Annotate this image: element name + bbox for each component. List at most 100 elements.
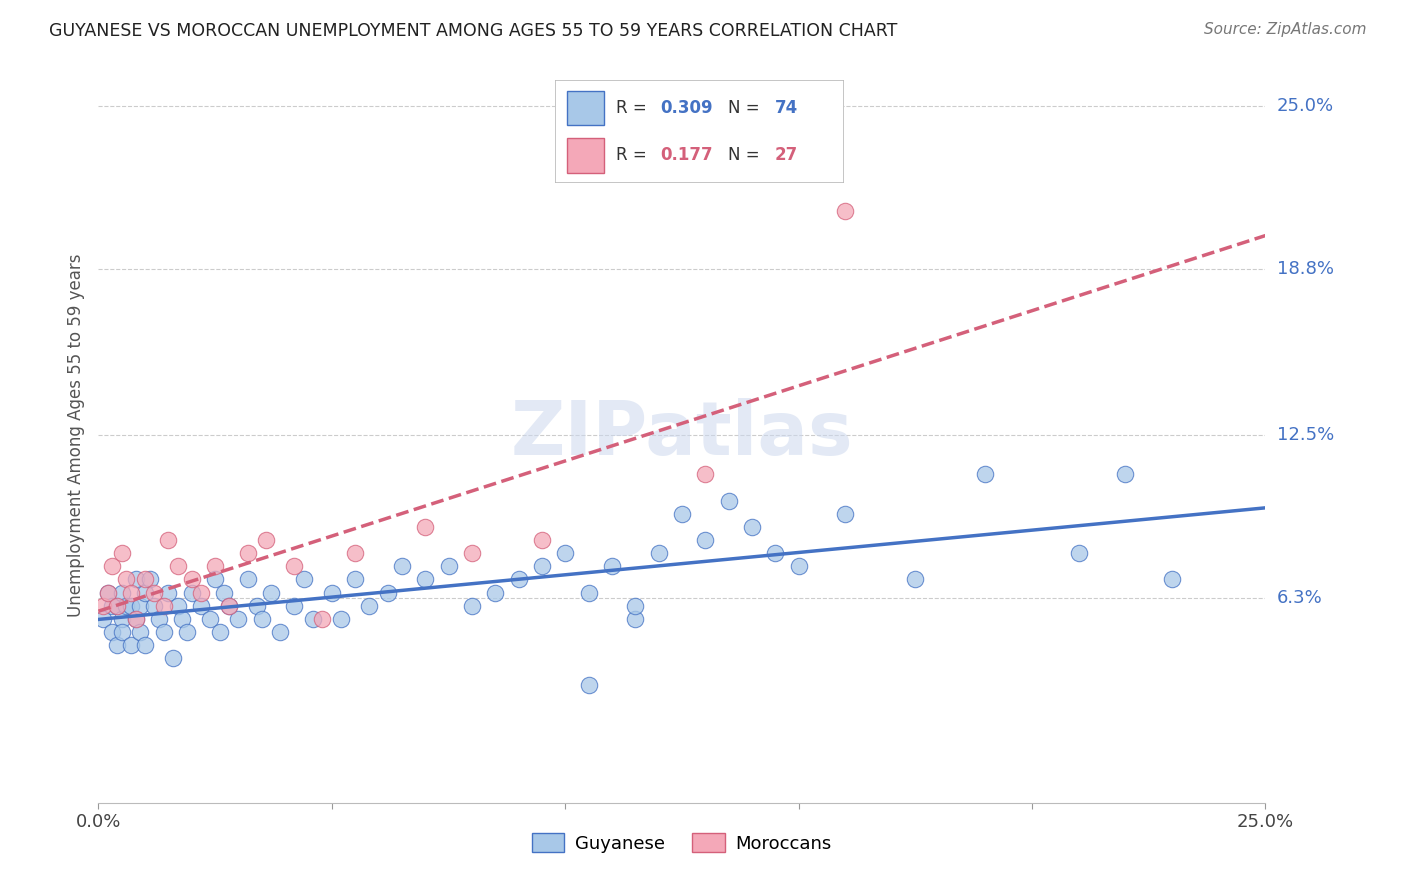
Point (741, 520, 763, 534)
Point (508, 573, 530, 587)
Point (246, 599, 269, 613)
Point (437, 559, 460, 574)
Point (250, 612, 273, 626)
Text: ZIPatlas: ZIPatlas (510, 399, 853, 471)
Text: Source: ZipAtlas.com: Source: ZipAtlas.com (1204, 22, 1367, 37)
Point (413, 520, 436, 534)
Point (1067, 546, 1090, 560)
Point (578, 585, 600, 599)
Text: GUYANESE VS MOROCCAN UNEMPLOYMENT AMONG AGES 55 TO 59 YEARS CORRELATION CHART: GUYANESE VS MOROCCAN UNEMPLOYMENT AMONG … (49, 22, 897, 40)
Text: N =: N = (728, 99, 765, 117)
Point (554, 546, 576, 560)
Point (530, 559, 553, 574)
Point (311, 612, 333, 626)
Legend: Guyanese, Moroccans: Guyanese, Moroccans (524, 826, 839, 860)
Point (413, 573, 436, 587)
Point (283, 599, 305, 613)
Point (578, 677, 600, 691)
Point (763, 546, 786, 560)
Point (125, 573, 148, 587)
Text: 27: 27 (775, 146, 797, 164)
Text: 6.3%: 6.3% (1277, 589, 1322, 607)
Point (787, 559, 810, 574)
Point (120, 599, 142, 613)
Point (671, 507, 693, 521)
Point (139, 573, 162, 587)
Point (228, 612, 250, 626)
Point (111, 585, 134, 599)
Text: 18.8%: 18.8% (1277, 260, 1333, 278)
Point (152, 599, 174, 613)
Point (204, 559, 226, 574)
Point (461, 599, 484, 613)
Point (115, 573, 138, 587)
Point (624, 612, 647, 626)
Point (105, 638, 128, 652)
Point (256, 533, 278, 547)
Text: R =: R = (616, 146, 652, 164)
Point (180, 585, 202, 599)
Point (214, 585, 236, 599)
Point (180, 573, 202, 587)
Point (208, 624, 231, 639)
Point (152, 624, 174, 639)
Point (125, 612, 148, 626)
Point (120, 638, 142, 652)
Point (111, 612, 134, 626)
Point (134, 573, 156, 587)
Point (344, 546, 367, 560)
Point (600, 559, 623, 574)
Point (134, 638, 156, 652)
Point (904, 573, 927, 587)
Point (157, 533, 180, 547)
Point (377, 585, 399, 599)
Point (302, 612, 325, 626)
Point (134, 585, 156, 599)
Point (166, 559, 188, 574)
Point (97, 585, 120, 599)
Point (143, 599, 166, 613)
Text: N =: N = (728, 146, 765, 164)
Point (204, 573, 226, 587)
Point (359, 599, 381, 613)
Point (834, 507, 856, 521)
Point (461, 546, 484, 560)
Point (717, 493, 740, 508)
Point (162, 651, 184, 665)
Point (105, 599, 128, 613)
Point (236, 546, 259, 560)
Point (1161, 573, 1184, 587)
Point (218, 599, 240, 613)
Point (695, 533, 717, 547)
Point (129, 599, 152, 613)
Point (530, 533, 553, 547)
Text: 74: 74 (775, 99, 797, 117)
Point (190, 585, 212, 599)
Point (321, 585, 343, 599)
Point (172, 612, 194, 626)
Point (143, 585, 166, 599)
Point (101, 559, 124, 574)
Point (484, 585, 506, 599)
Point (834, 204, 856, 219)
FancyBboxPatch shape (555, 80, 844, 183)
Point (157, 585, 180, 599)
Point (125, 612, 148, 626)
Point (166, 599, 188, 613)
Point (200, 612, 222, 626)
Point (176, 624, 198, 639)
Point (190, 599, 212, 613)
Point (1114, 467, 1136, 482)
Point (974, 467, 997, 482)
Text: R =: R = (616, 99, 652, 117)
Point (330, 612, 353, 626)
Point (269, 624, 291, 639)
Point (148, 612, 170, 626)
Point (647, 546, 669, 560)
Point (97, 585, 120, 599)
Point (218, 599, 240, 613)
Text: 12.5%: 12.5% (1277, 425, 1334, 444)
Text: 0.309: 0.309 (661, 99, 713, 117)
Point (101, 599, 124, 613)
Point (91, 612, 114, 626)
